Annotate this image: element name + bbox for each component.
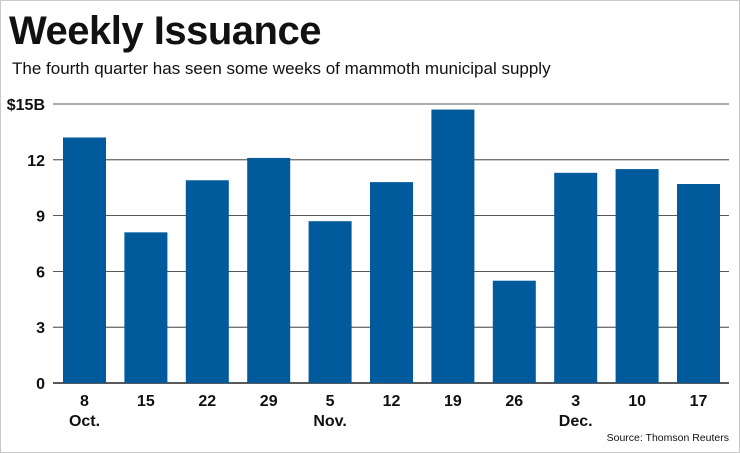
month-label: Oct.	[69, 413, 100, 430]
x-tick-label: 17	[690, 393, 708, 410]
y-tick-label: 0	[36, 376, 45, 393]
chart-subtitle: The fourth quarter has seen some weeks o…	[12, 59, 551, 78]
y-tick-labels: 0 3 6 9 12 $15B	[7, 97, 45, 393]
x-tick-labels: 8 15 22 29 5 12 19 26 3 10 17	[80, 393, 707, 410]
bar-5	[308, 221, 352, 383]
bar-12	[370, 182, 413, 383]
bar-15	[124, 232, 168, 383]
bar-3	[554, 172, 598, 383]
source-note: Source: Thomson Reuters	[606, 432, 729, 444]
x-tick-label: 5	[326, 393, 335, 410]
bar-17	[677, 183, 720, 383]
bar-8	[63, 137, 106, 383]
x-tick-label: 22	[198, 393, 216, 410]
x-tick-label: 19	[444, 393, 462, 410]
bar-26	[492, 280, 536, 383]
chart-title: Weekly Issuance	[9, 9, 321, 53]
x-tick-label: 3	[571, 393, 580, 410]
bar-29	[247, 157, 291, 383]
y-tick-label: 3	[36, 320, 45, 337]
bar-19	[431, 109, 475, 383]
x-tick-label: 12	[383, 393, 401, 410]
x-tick-label: 29	[260, 393, 278, 410]
month-labels: Oct. Nov. Dec.	[69, 413, 593, 430]
bar-10	[615, 169, 659, 383]
y-tick-label: 12	[27, 153, 45, 170]
y-tick-label: $15B	[7, 97, 45, 114]
x-tick-label: 8	[80, 393, 89, 410]
bars	[63, 109, 720, 383]
month-label: Nov.	[313, 413, 346, 430]
x-tick-label: 15	[137, 393, 155, 410]
x-tick-label: 26	[505, 393, 523, 410]
y-tick-label: 9	[36, 209, 45, 226]
x-tick-label: 10	[628, 393, 646, 410]
y-tick-label: 6	[36, 264, 45, 281]
bar-22	[185, 180, 229, 383]
month-label: Dec.	[559, 413, 593, 430]
